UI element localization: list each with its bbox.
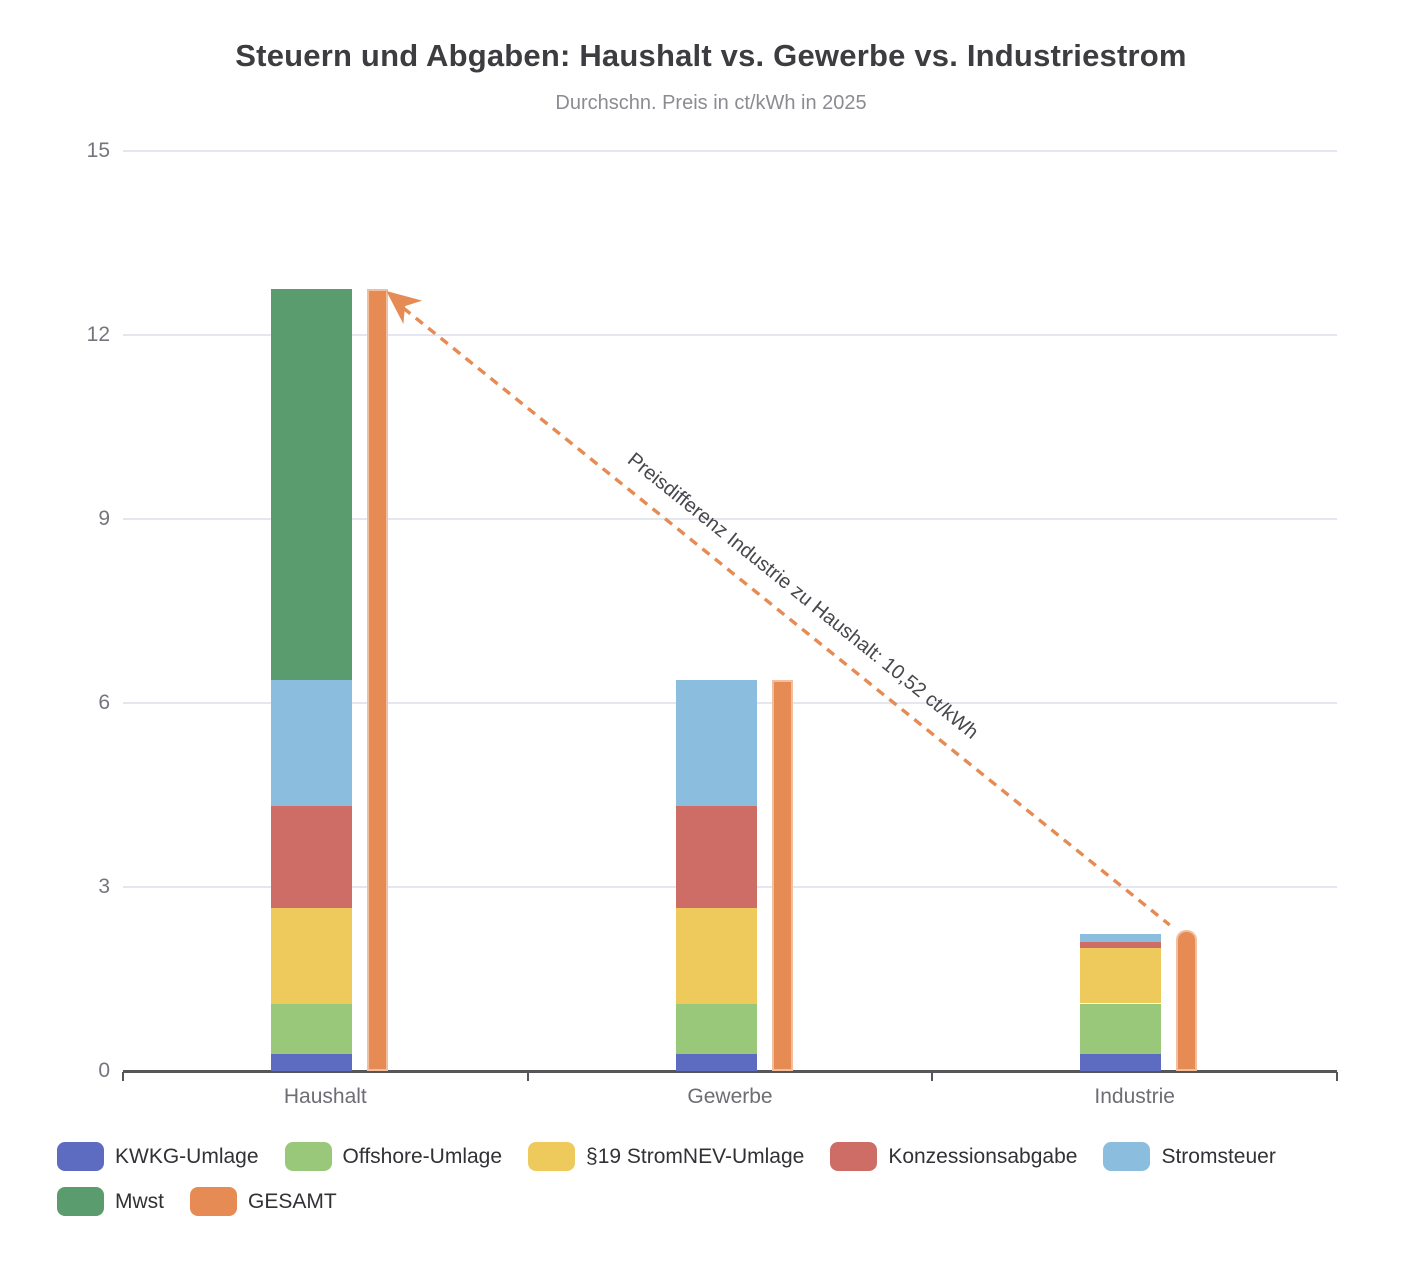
legend-item-offshore-umlage[interactable]: Offshore-Umlage	[284, 1142, 503, 1171]
x-axis-tick	[931, 1072, 934, 1081]
x-axis-tick	[526, 1072, 529, 1081]
bar-industrie-gesamt[interactable]	[1176, 929, 1198, 1071]
legend-label-mwst: Mwst	[115, 1189, 164, 1213]
gridline-y-15	[123, 150, 1337, 152]
legend-item-mwst[interactable]: Mwst	[57, 1187, 164, 1216]
bar-haushalt-konzessionsabgabe[interactable]	[270, 806, 352, 908]
bar-gewerbe-offshore-umlage[interactable]	[675, 1003, 757, 1054]
y-tick-label-6: 6	[98, 691, 110, 714]
legend-swatch-kwkg-umlage	[57, 1142, 104, 1171]
legend-swatch-gesamt	[190, 1187, 237, 1216]
bar-industrie-19-stromnev-umlage[interactable]	[1080, 948, 1162, 1004]
chart-title: Steuern und Abgaben: Haushalt vs. Gewerb…	[235, 38, 1187, 73]
bar-industrie-offshore-umlage[interactable]	[1080, 1003, 1162, 1054]
bar-haushalt-offshore-umlage[interactable]	[270, 1003, 352, 1054]
bar-industrie-konzessionsabgabe[interactable]	[1080, 941, 1162, 949]
legend: KWKG-Umlage Offshore-Umlage §19 StromNEV-U…	[57, 1142, 1407, 1216]
bar-haushalt-19-stromnev-umlage[interactable]	[270, 907, 352, 1004]
y-tick-label-12: 12	[86, 323, 110, 346]
legend-row-2: Mwst GESAMT	[57, 1187, 1407, 1216]
legend-label-offshore-umlage: Offshore-Umlage	[342, 1144, 503, 1168]
legend-label-19-stromnev-umlage: §19 StromNEV-Umlage	[586, 1144, 805, 1168]
legend-row-1: KWKG-Umlage Offshore-Umlage §19 StromNEV-U…	[57, 1142, 1407, 1171]
y-tick-label-9: 9	[98, 507, 110, 530]
y-tick-label-3: 3	[98, 875, 110, 898]
legend-swatch-mwst	[57, 1187, 104, 1216]
bar-gewerbe-kwkg-umlage[interactable]	[675, 1053, 757, 1071]
legend-item-19-stromnev-umlage[interactable]: §19 StromNEV-Umlage	[528, 1142, 804, 1171]
bar-haushalt-kwkg-umlage[interactable]	[270, 1053, 352, 1071]
x-tick-label-haushalt: Haushalt	[283, 1085, 367, 1108]
x-axis-tick	[122, 1072, 124, 1081]
bar-haushalt-gesamt[interactable]	[366, 289, 388, 1071]
x-tick-label-industrie: Industrie	[1094, 1085, 1175, 1108]
bar-gewerbe-19-stromnev-umlage[interactable]	[675, 907, 757, 1004]
legend-label-gesamt: GESAMT	[248, 1189, 337, 1213]
legend-swatch-19-stromnev-umlage	[528, 1142, 576, 1171]
legend-label-stromsteuer: Stromsteuer	[1161, 1144, 1276, 1168]
bar-haushalt-stromsteuer[interactable]	[270, 680, 352, 806]
x-tick-label-gewerbe: Gewerbe	[687, 1085, 773, 1108]
x-axis-line	[123, 1070, 1337, 1073]
y-tick-label-0: 0	[98, 1059, 110, 1082]
legend-label-konzessionsabgabe: Konzessionsabgabe	[888, 1144, 1078, 1168]
y-tick-label-15: 15	[86, 139, 110, 162]
bar-gewerbe-stromsteuer[interactable]	[675, 680, 757, 806]
legend-label-kwkg-umlage: KWKG-Umlage	[115, 1144, 259, 1168]
x-axis-tick	[1336, 1072, 1338, 1081]
bar-gewerbe-konzessionsabgabe[interactable]	[675, 806, 757, 908]
bar-haushalt-mwst[interactable]	[270, 289, 352, 681]
legend-swatch-stromsteuer	[1103, 1142, 1151, 1171]
legend-item-gesamt[interactable]: GESAMT	[190, 1187, 337, 1216]
legend-item-konzessionsabgabe[interactable]: Konzessionsabgabe	[830, 1142, 1077, 1171]
chart-subtitle: Durchschn. Preis in ct/kWh in 2025	[555, 92, 867, 114]
legend-swatch-konzessionsabgabe	[830, 1142, 878, 1171]
legend-item-stromsteuer[interactable]: Stromsteuer	[1103, 1142, 1276, 1171]
bar-gewerbe-gesamt[interactable]	[771, 680, 793, 1071]
bar-industrie-kwkg-umlage[interactable]	[1080, 1053, 1162, 1071]
legend-swatch-offshore-umlage	[284, 1142, 332, 1171]
bar-industrie-stromsteuer[interactable]	[1080, 934, 1162, 942]
legend-item-kwkg-umlage[interactable]: KWKG-Umlage	[57, 1142, 259, 1171]
